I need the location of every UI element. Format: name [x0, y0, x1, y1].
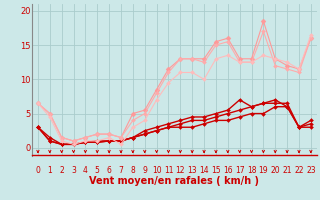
X-axis label: Vent moyen/en rafales ( km/h ): Vent moyen/en rafales ( km/h ): [89, 176, 260, 186]
